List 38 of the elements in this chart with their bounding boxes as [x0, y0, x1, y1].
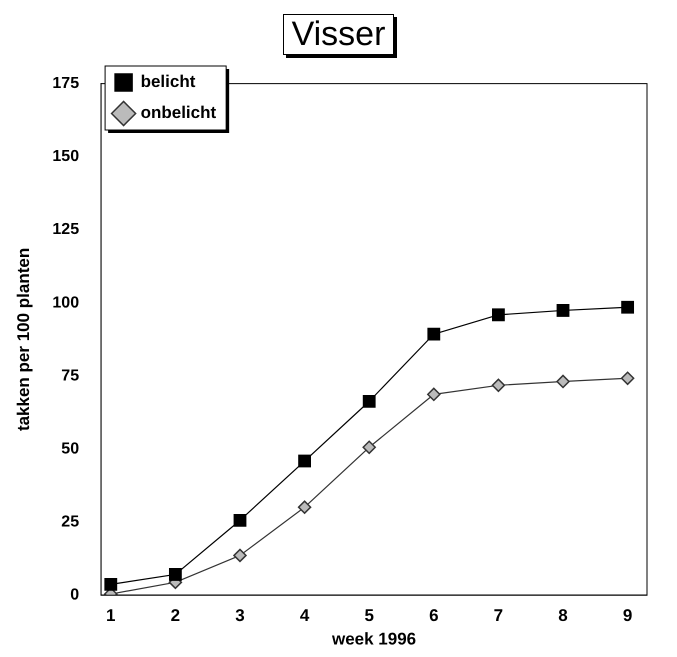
point — [234, 514, 246, 527]
y-tick-label: 125 — [52, 221, 80, 238]
point — [427, 328, 440, 341]
x-tick-label: 6 — [429, 606, 439, 626]
y-tick-label: 150 — [52, 148, 80, 166]
y-tick-label: 175 — [52, 75, 80, 92]
x-tick-label: 5 — [364, 606, 374, 626]
point — [104, 578, 118, 591]
point — [362, 394, 376, 408]
chart-title: Visser — [282, 14, 394, 55]
y-tick-label: 0 — [70, 586, 80, 604]
x-tick-label: 9 — [622, 606, 632, 626]
point — [556, 304, 570, 317]
point — [168, 568, 182, 581]
y-tick-label: 25 — [61, 514, 80, 531]
point — [621, 300, 634, 314]
y-tick-label: 50 — [61, 440, 80, 458]
point — [233, 548, 247, 562]
y-tick-label: 100 — [52, 294, 80, 312]
x-tick-label: 3 — [235, 606, 245, 626]
y-axis-title: takken per 100 planten — [14, 248, 33, 432]
x-tick-label: 8 — [558, 606, 568, 626]
point — [492, 308, 505, 322]
x-tick-label: 7 — [494, 606, 504, 626]
y-tick-label: 75 — [61, 367, 80, 384]
point — [362, 440, 376, 454]
point — [620, 372, 634, 386]
point — [298, 500, 312, 514]
x-tick-label: 2 — [170, 606, 180, 626]
x-tick-label: 1 — [106, 606, 116, 626]
x-axis-title: week 1996 — [330, 629, 416, 648]
point — [556, 374, 570, 388]
point — [492, 378, 506, 392]
legend-label: onbelicht — [140, 103, 216, 122]
legend-label: belicht — [140, 72, 196, 92]
x-tick-label: 4 — [300, 606, 310, 626]
point — [427, 388, 441, 402]
point — [298, 454, 312, 468]
